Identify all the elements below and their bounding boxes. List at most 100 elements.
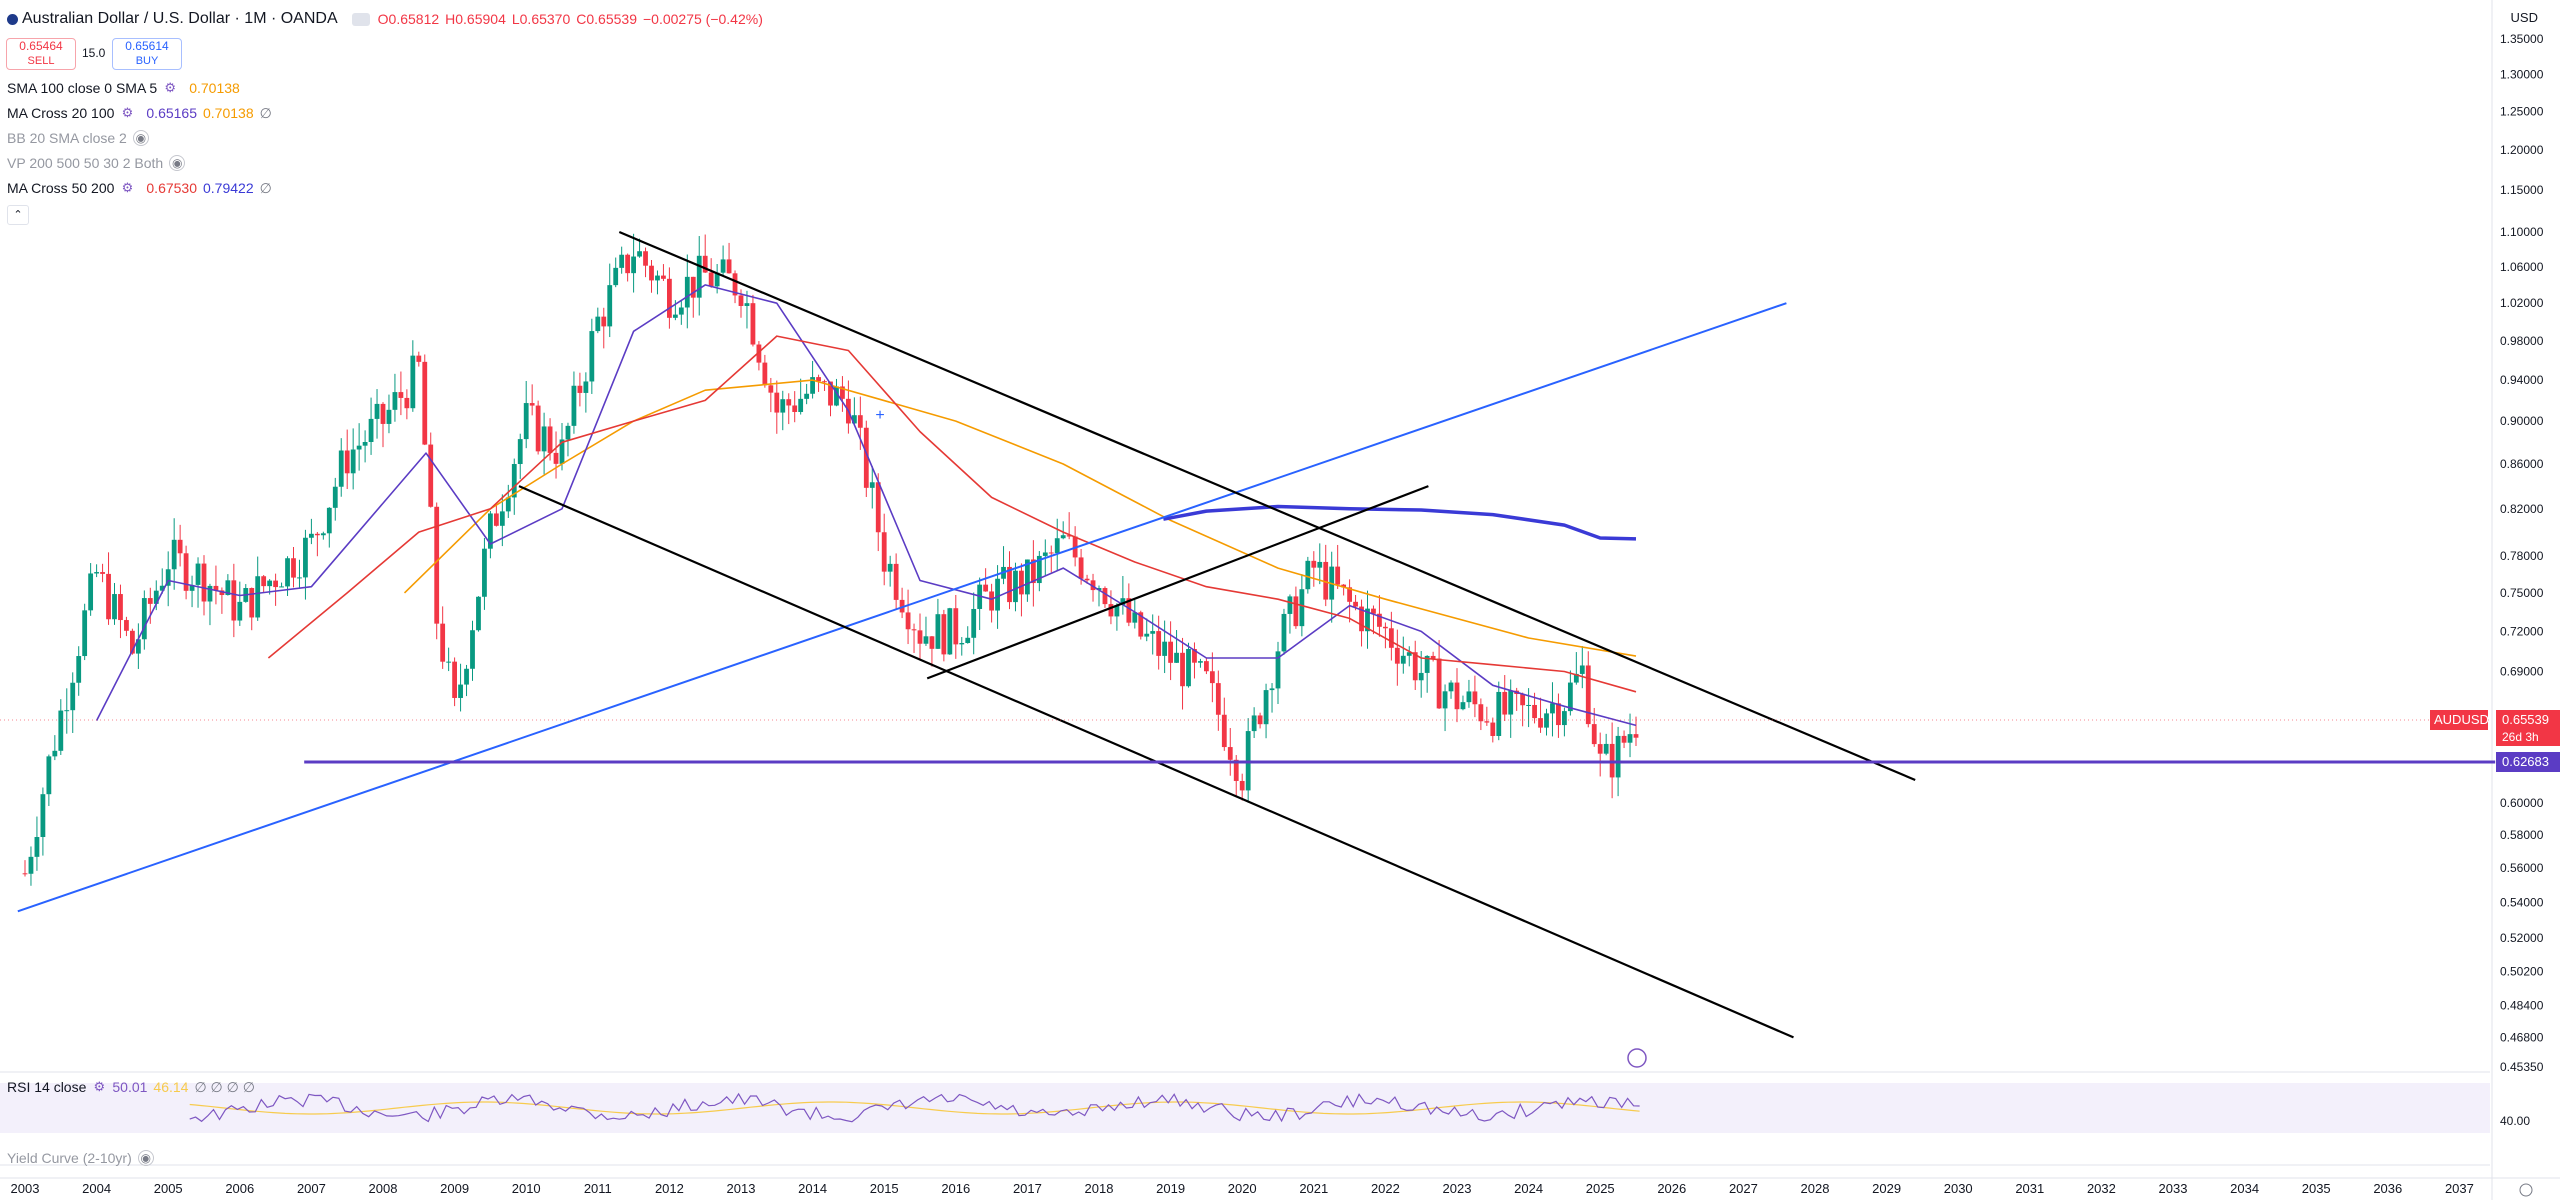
indicator-value: 0.70138 — [203, 105, 254, 121]
candle-body — [1030, 559, 1036, 584]
settings-icon[interactable]: ⚙ — [121, 105, 134, 120]
candle-body — [1466, 691, 1472, 703]
y-tick-label: 0.78000 — [2500, 549, 2544, 563]
spread: 15.0 — [82, 46, 106, 60]
candle-body — [255, 576, 261, 618]
candle-body — [147, 598, 153, 604]
candle-body — [1603, 743, 1609, 754]
candle-body — [22, 873, 28, 875]
candle-body — [541, 426, 547, 452]
ma-50-line — [267, 335, 1637, 693]
indicator-name: VP 200 500 50 30 2 Both — [7, 155, 164, 171]
price-axis[interactable]: 1.35000 1.30000 1.25000 1.20000 1.15000 1.100… — [2500, 32, 2544, 1197]
candle-body — [100, 572, 105, 574]
candle-body — [1221, 714, 1227, 748]
rsi-line — [189, 1092, 1640, 1123]
yield-label: Yield Curve (2-10yr) — [7, 1150, 132, 1166]
y-tick-label: 0.46800 — [2500, 1030, 2544, 1044]
candle-body — [1424, 655, 1430, 673]
indicator-value: ∅ — [259, 179, 272, 196]
candle-body — [34, 837, 40, 857]
candle-body — [165, 569, 171, 586]
candle-body — [881, 532, 887, 572]
indicator-row[interactable]: BB 20 SMA close 2 ◉ — [7, 127, 149, 149]
candle-body — [1251, 715, 1257, 732]
candle-body — [1400, 655, 1406, 664]
x-tick-label: 2020 — [1228, 1181, 1257, 1196]
candle-body — [1108, 604, 1114, 617]
settings-icon[interactable]: ⚙ — [164, 80, 177, 95]
settings-icon[interactable]: ⚙ — [121, 180, 134, 195]
indicator-row[interactable]: VP 200 500 50 30 2 Both ◉ — [7, 152, 186, 174]
candle-body — [1454, 682, 1460, 710]
sell-price: 0.65464 — [19, 39, 63, 53]
candle-body — [1287, 596, 1293, 614]
y-tick-label: 1.15000 — [2500, 183, 2544, 197]
indicator-value: 0.67530 — [146, 180, 197, 196]
candle-body — [929, 636, 935, 649]
candle-body — [231, 580, 237, 621]
candle-body — [1084, 578, 1090, 581]
rsi-settings-icon[interactable]: ⚙ — [93, 1079, 106, 1094]
candle-body — [392, 392, 398, 410]
candle-body — [410, 355, 416, 409]
eye-hidden-icon[interactable]: ◉ — [137, 1150, 154, 1166]
eye-hidden-icon[interactable]: ◉ — [132, 130, 149, 146]
indicator-row[interactable]: MA Cross 20 100 ⚙ 0.65165 0.70138 ∅ — [7, 102, 272, 124]
candle-body — [667, 278, 672, 318]
candle-body — [905, 612, 911, 630]
indicator-row[interactable]: SMA 100 close 0 SMA 5 ⚙ 0.70138 — [7, 77, 240, 99]
candle-body — [637, 251, 642, 257]
candle-body — [1132, 612, 1138, 623]
rsi-line — [189, 1092, 1640, 1123]
x-tick-label: 2007 — [297, 1181, 326, 1196]
buy-button[interactable]: 0.65614 BUY — [112, 38, 182, 70]
candle-body — [1520, 694, 1526, 706]
x-tick-label: 2024 — [1514, 1181, 1543, 1196]
candle-body — [1508, 690, 1514, 715]
collapse-legend-button[interactable]: ⌃ — [7, 205, 29, 225]
time-axis[interactable]: 2003 2004 2005 2006 2007 2008 2009 2010 2011 2012… — [11, 1181, 2474, 1196]
candle-body — [917, 630, 923, 644]
candle-body — [1502, 691, 1508, 715]
indicator-row[interactable]: MA Cross 50 200 ⚙ 0.67530 0.79422 ∅ — [7, 177, 272, 199]
y-tick-label: 1.10000 — [2500, 225, 2544, 239]
candle-body — [857, 415, 863, 428]
symbol-title[interactable]: Australian Dollar / U.S. Dollar · 1M · O… — [22, 10, 338, 27]
rsi-value-2: 46.14 — [153, 1079, 189, 1095]
candle-body — [780, 399, 786, 413]
eye-hidden-icon[interactable]: ◉ — [169, 155, 186, 171]
candle-body — [362, 441, 368, 446]
candle-body — [112, 594, 117, 620]
candle-body — [52, 750, 58, 757]
y-tick-label: 0.58000 — [2500, 828, 2544, 842]
buy-label: BUY — [135, 55, 159, 67]
candle-body — [1418, 672, 1424, 681]
collapse-icon[interactable] — [351, 12, 370, 26]
candle-body — [1227, 747, 1233, 760]
candle-body — [314, 533, 320, 536]
cross-marker: + — [875, 407, 884, 424]
x-tick-label: 2018 — [1085, 1181, 1114, 1196]
ohlc-close: C0.65539 — [576, 11, 637, 27]
candle-body — [1180, 652, 1185, 687]
candle-body — [1472, 691, 1478, 705]
candle-body — [1550, 703, 1555, 714]
candle-body — [332, 486, 338, 508]
candle-body — [1430, 655, 1436, 659]
indicator-name: SMA 100 close 0 SMA 5 — [7, 80, 158, 96]
candle-body — [1359, 606, 1364, 632]
currency-label[interactable]: USD — [2510, 10, 2538, 25]
candle-body — [1120, 598, 1126, 606]
x-tick-label: 2004 — [82, 1181, 111, 1196]
x-tick-label: 2009 — [440, 1181, 469, 1196]
candle-body — [368, 418, 374, 442]
candle-body — [601, 316, 607, 327]
candle-body — [470, 630, 475, 669]
candle-body — [1090, 580, 1096, 591]
candle-body — [1126, 598, 1132, 623]
sell-button[interactable]: 0.65464 SELL — [6, 38, 76, 70]
candle-body — [1114, 605, 1120, 617]
candle-body — [732, 273, 738, 296]
